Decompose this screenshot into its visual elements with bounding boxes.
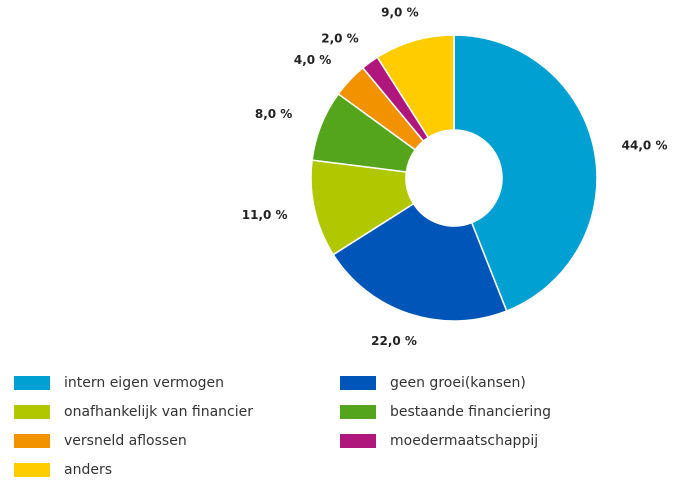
- value-label: 11,0 %: [242, 208, 288, 222]
- slice: [332, 202, 508, 322]
- value-label: 2,0 %: [321, 31, 358, 45]
- legend-swatch: [340, 405, 376, 419]
- legend-label: moedermaatschappij: [390, 433, 538, 449]
- slice: [453, 34, 598, 312]
- legend-label: anders: [64, 462, 112, 478]
- legend-swatch: [14, 463, 50, 477]
- value-label: 22,0 %: [371, 334, 417, 348]
- legend-label: geen groei(kansen): [390, 375, 526, 391]
- legend-label: versneld aflossen: [64, 433, 187, 449]
- legend-swatch: [14, 405, 50, 419]
- value-label: 44,0 %: [622, 138, 668, 152]
- value-label: 9,0 %: [381, 5, 418, 19]
- value-label: 4,0 %: [294, 53, 331, 67]
- value-label: 8,0 %: [255, 107, 292, 121]
- legend-swatch: [340, 434, 376, 448]
- legend-swatch: [340, 376, 376, 390]
- legend-label: bestaande financiering: [390, 404, 551, 420]
- legend-label: onafhankelijk van financier: [64, 404, 253, 420]
- legend-swatch: [14, 434, 50, 448]
- legend-swatch: [14, 376, 50, 390]
- slice: [376, 34, 455, 139]
- legend-label: intern eigen vermogen: [64, 375, 224, 391]
